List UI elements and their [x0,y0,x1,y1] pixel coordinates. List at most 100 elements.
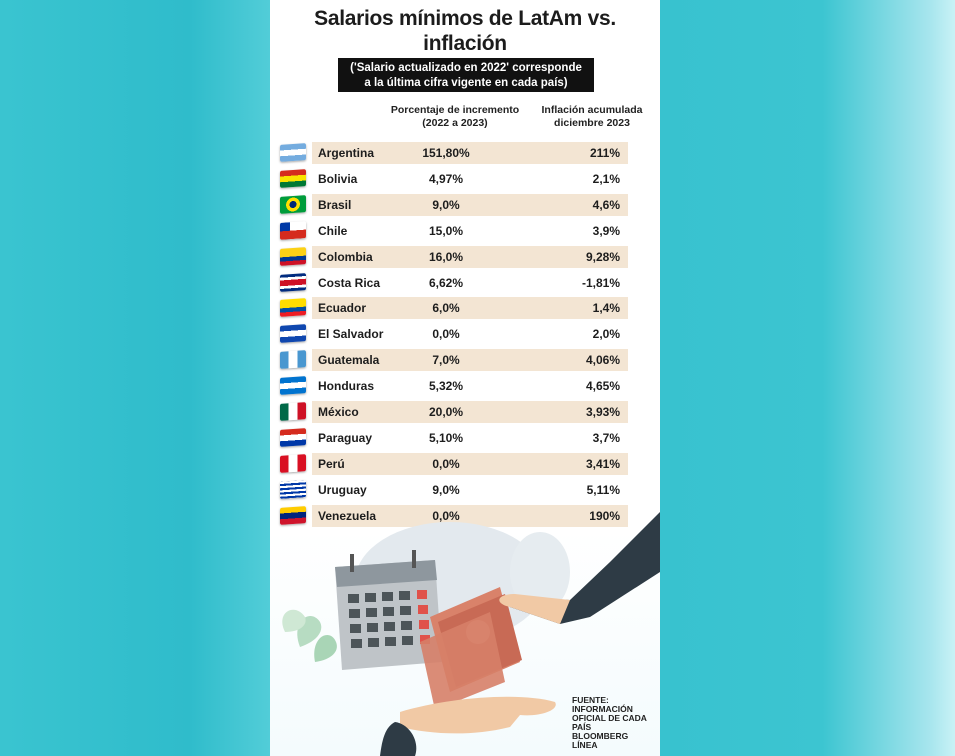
table-row: Brasil 9,0% 4,6% [276,193,628,216]
inflation-value: 4,06% [585,353,620,368]
honduras-flag-icon [280,376,306,396]
table-row: Chile 15,0% 3,9% [276,220,628,242]
table-row: Costa Rica 6,62% -1,81% [276,272,628,294]
country-name: Guatemala [318,353,380,368]
plant-leaves-icon [282,609,337,662]
ecuador-flag-icon [280,298,306,318]
giving-hand-icon [499,512,660,624]
source-line-2: OFICIAL DE CADA PAÍS [572,713,647,732]
inflation-value: 2,1% [592,171,620,186]
inflation-value: 3,93% [585,405,620,419]
table-row: Paraguay 5,10% 3,7% [276,427,628,449]
left-background [0,0,270,756]
column-header-increase-line-2: (2022 a 2023) [422,117,488,129]
table-row: Ecuador 6,0% 1,4% [276,297,628,320]
note-line-1: ('Salario actualizado en 2022' correspon… [350,62,582,74]
increase-value: 5,32% [428,379,464,394]
increase-value: 7,0% [432,353,460,368]
increase-value: 0,0% [432,327,460,342]
inflation-value: 4,6% [592,197,620,212]
row-band [312,142,628,164]
money-illustration [282,512,660,756]
paraguay-flag-icon [280,427,306,447]
column-header-increase-line-1: Porcentaje de incremento [390,104,520,116]
row-band [312,401,628,423]
infographic-poster: Salarios mínimos de LatAm vs. inflación … [270,0,660,756]
bolivia-flag-icon [280,168,306,188]
calendar-icon [335,550,442,670]
costa-rica-flag-icon [280,272,306,292]
row-band [312,245,628,268]
receiving-hand-icon [380,696,556,756]
country-name: Ecuador [318,301,367,316]
inflation-value: 211% [589,146,620,160]
inflation-value: 1,4% [592,301,620,316]
increase-value: 6,62% [428,275,464,290]
source-line-1: FUENTE: INFORMACIÓN [572,695,633,714]
increase-value: 9,0% [432,482,460,497]
column-header-inflation: Inflación acumulada diciembre 2023 [532,104,652,130]
country-name: Brasil [318,197,352,212]
increase-value: 9,0% [432,197,460,212]
row-band [312,297,628,320]
country-name: Honduras [318,379,375,394]
country-name: México [318,405,359,419]
table-row: Perú 0,0% 3,41% [276,452,628,475]
country-name: Venezuela [318,508,377,523]
country-name: Bolivia [318,171,358,186]
row-band [312,504,628,527]
increase-value: 6,0% [432,301,460,316]
country-name: Perú [318,456,345,471]
country-name: Chile [318,223,348,238]
column-header-inflation-line-2: diciembre 2023 [554,117,630,129]
table-row: Uruguay 9,0% 5,11% [276,479,628,501]
table-row: Argentina 151,80% 211% [276,142,628,164]
argentina-flag-icon [280,143,306,162]
table-row: El Salvador 0,0% 2,0% [276,323,628,345]
row-band [312,452,628,475]
title-line-1: Salarios mínimos de LatAm vs. inflación [314,7,616,55]
chile-flag-icon [280,220,306,240]
uruguay-flag-icon [280,479,306,499]
note-line-2: a la última cifra vigente en cada país) [364,77,568,89]
column-header-inflation-line-1: Inflación acumulada [541,104,643,116]
mexico-flag-icon [280,402,306,421]
table-row: Venezuela 0,0% 190% [276,504,628,527]
increase-value: 16,0% [428,249,464,264]
increase-value: 151,80% [422,146,470,160]
table-row: Guatemala 7,0% 4,06% [276,349,628,372]
increase-value: 4,97% [428,171,464,186]
increase-value: 0,0% [432,508,460,523]
column-header-increase: Porcentaje de incremento (2022 a 2023) [385,104,525,130]
el-salvador-flag-icon [280,324,306,344]
inflation-value: 9,28% [585,249,620,264]
source-note: FUENTE: INFORMACIÓN OFICIAL DE CADA PAÍS… [572,696,656,750]
right-background [660,0,955,756]
inflation-value: 5,11% [586,482,620,497]
colombia-flag-icon [280,246,306,266]
increase-value: 5,10% [428,430,464,445]
inflation-value: 190% [589,508,620,523]
brazil-flag-icon [280,194,306,214]
banknotes-icon [420,587,522,710]
cloud-shape-small [510,532,570,612]
country-name: Argentina [318,146,375,160]
inflation-value: 2,0% [592,327,620,342]
inflation-value: 3,41% [585,456,620,471]
inflation-value: 3,7% [592,430,620,445]
table-row: México 20,0% 3,93% [276,401,628,423]
inflation-value: 3,9% [592,223,620,238]
country-name: Costa Rica [318,275,381,290]
inflation-value: 4,65% [585,379,620,394]
increase-value: 15,0% [428,223,464,238]
country-name: Colombia [318,249,373,264]
row-band [312,349,628,372]
table-row: Honduras 5,32% 4,65% [276,375,628,397]
inflation-value: -1,81% [581,275,620,290]
country-name: Paraguay [318,430,373,445]
country-name: Uruguay [318,482,367,497]
increase-value: 0,0% [432,456,460,471]
source-line-3: BLOOMBERG LÍNEA [572,731,629,750]
table-row: Colombia 16,0% 9,28% [276,245,628,268]
table-row: Bolivia 4,97% 2,1% [276,168,628,190]
